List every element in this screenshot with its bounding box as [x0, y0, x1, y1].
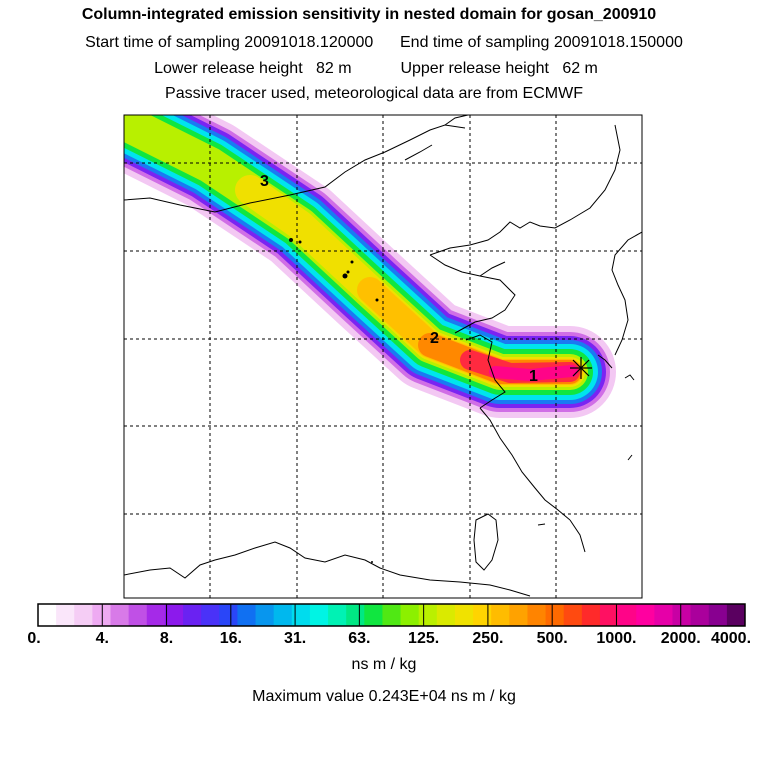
colorbar-cell [38, 604, 57, 626]
colorbar-cell [491, 604, 510, 626]
plot-title: Column-integrated emission sensitivity i… [81, 6, 657, 23]
colorbar-cell [454, 604, 474, 626]
sampling-time-line: Start time of sampling 20091018.120000 E… [85, 34, 683, 51]
colorbar-cell [346, 604, 365, 626]
colorbar-cell [527, 604, 547, 626]
colorbar-tick-label: 8. [159, 630, 174, 647]
colorbar-cell [708, 604, 728, 626]
colorbar-cell [92, 604, 112, 626]
colorbar-cell [400, 604, 420, 626]
colorbar-cell [436, 604, 456, 626]
colorbar-cell [509, 604, 528, 626]
colorbar-cell [183, 604, 202, 626]
colorbar-cell [128, 604, 148, 626]
colorbar-unit: ns m / kg [351, 656, 417, 673]
colorbar-tick-label: 125. [408, 630, 440, 647]
colorbar-cell [581, 604, 601, 626]
colorbar-tick-label: 4. [95, 630, 109, 647]
colorbar-tick-label: 250. [472, 630, 504, 647]
colorbar-cell [328, 604, 347, 626]
colorbar-cell [636, 604, 655, 626]
colorbar-cell [726, 604, 746, 626]
colorbar-cell [618, 604, 637, 626]
release-height-line: Lower release height 82 m Upper release … [154, 60, 598, 77]
map-label-1: 1 [529, 368, 538, 385]
colorbar-cell [146, 604, 166, 626]
colorbar-cell [545, 604, 565, 626]
grid-lines [124, 115, 642, 598]
colorbar-tick-label: 16. [219, 630, 242, 647]
colorbar-cell [364, 604, 383, 626]
map-label-2: 2 [430, 330, 439, 347]
colorbar-cell [654, 604, 673, 626]
colorbar-tick-label: 1000. [596, 630, 637, 647]
colorbar-tick-label: 31. [283, 630, 307, 647]
colorbar-cell [473, 604, 492, 626]
colorbar-cell [164, 604, 184, 626]
colorbar-cell [418, 604, 438, 626]
emission-sensitivity-map: 3 2 1 [123, 114, 643, 599]
map-label-3: 3 [260, 173, 269, 190]
colorbar-cell [690, 604, 710, 626]
colorbar-cell [309, 604, 329, 626]
colorbar-cell [599, 604, 619, 626]
tracer-info-line: Passive tracer used, meteorological data… [165, 85, 583, 102]
colorbar-cell [291, 604, 311, 626]
colorbar-cell [219, 604, 238, 626]
star-icon [570, 357, 592, 379]
colorbar-cell [255, 604, 275, 626]
colorbar-cell [110, 604, 130, 626]
colorbar-tick-label: 0. [27, 630, 41, 647]
colorbar-cell [201, 604, 220, 626]
colorbar-cell [273, 604, 293, 626]
colorbar-cell [563, 604, 583, 626]
colorbar-tick-label: 500. [536, 630, 568, 647]
colorbar-cell [382, 604, 402, 626]
coastlines [124, 115, 642, 597]
maximum-value-text: Maximum value 0.243E+04 ns m / kg [252, 688, 516, 705]
colorbar-tick-label: 4000. [710, 630, 752, 647]
colorbar-cell [74, 604, 93, 626]
colorbar [37, 603, 746, 627]
colorbar-cell [237, 604, 257, 626]
colorbar-tick-label: 63. [348, 630, 371, 647]
colorbar-cell [56, 604, 75, 626]
map-frame [123, 114, 643, 599]
colorbar-tick-label: 2000. [660, 630, 701, 647]
colorbar-cell [672, 604, 692, 626]
lakes [289, 238, 379, 563]
